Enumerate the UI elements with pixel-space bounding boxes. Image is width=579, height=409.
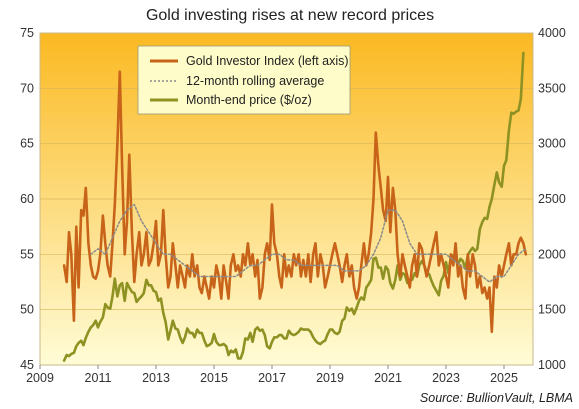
x-tick-label: 2023	[432, 371, 460, 385]
y-axis-left: 45 50 55 60 65 70 75	[20, 26, 34, 372]
x-tick-label: 2021	[374, 371, 402, 385]
x-tick-label: 2009	[26, 371, 54, 385]
x-tick-label: 2015	[200, 371, 228, 385]
series-group	[62, 51, 528, 362]
legend-label-month-end-price: Month-end price ($/oz)	[186, 93, 312, 107]
series-gold-investor-index	[62, 70, 528, 334]
x-tick-label: 2017	[258, 371, 286, 385]
y-right-tick-label: 1500	[538, 303, 566, 317]
x-tick-label: 2019	[316, 371, 344, 385]
x-tick-label: 2013	[142, 371, 170, 385]
y-right-tick-label: 2500	[538, 192, 566, 206]
legend-label-gold-investor-index: Gold Investor Index (left axis)	[186, 54, 349, 68]
series-month-end-price	[62, 51, 525, 362]
y-left-tick-label: 60	[20, 192, 34, 206]
y-left-tick-label: 50	[20, 303, 34, 317]
y-right-tick-label: 3000	[538, 137, 566, 151]
y-left-tick-label: 45	[20, 358, 34, 372]
y-right-tick-label: 2000	[538, 247, 566, 261]
y-left-tick-label: 75	[20, 26, 34, 40]
chart-title: Gold investing rises at new record price…	[146, 7, 434, 24]
y-right-tick-label: 3500	[538, 81, 566, 95]
y-axis-right: 1000 1500 2000 2500 3000 3500 4000	[538, 26, 566, 372]
y-left-tick-label: 55	[20, 247, 34, 261]
x-tick-label: 2011	[85, 371, 112, 385]
y-left-tick-label: 65	[20, 137, 34, 151]
y-right-tick-label: 1000	[538, 358, 566, 372]
chart-source: Source: BullionVault, LBMA	[420, 391, 573, 405]
x-axis: 2009 2011 2013 2015 2017 2019 2021 2023 2025	[26, 365, 518, 385]
y-right-tick-label: 4000	[538, 26, 566, 40]
series-rolling-average	[90, 203, 527, 283]
legend: Gold Investor Index (left axis) 12-month…	[137, 45, 351, 115]
x-tick-label: 2025	[490, 371, 518, 385]
y-left-tick-label: 70	[20, 81, 34, 95]
legend-label-rolling-average: 12-month rolling average	[186, 74, 324, 88]
legend-box	[137, 45, 351, 115]
